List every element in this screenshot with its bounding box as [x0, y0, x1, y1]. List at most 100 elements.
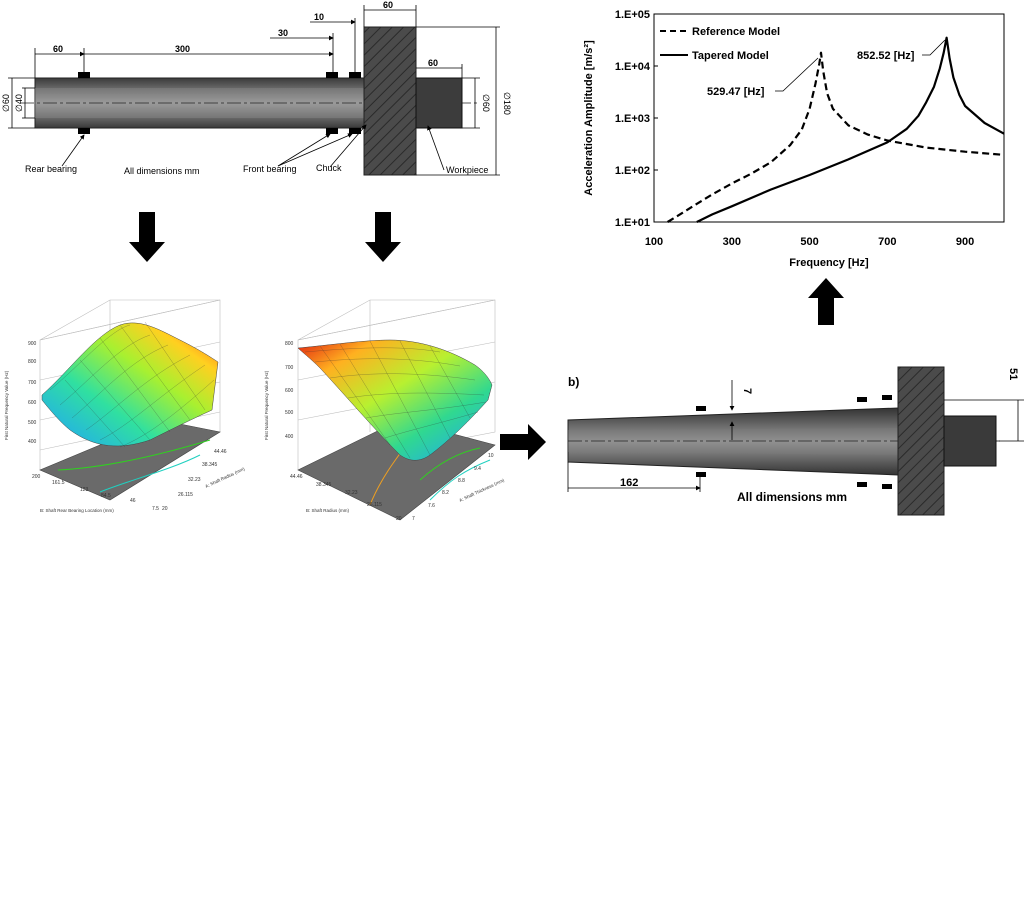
workpiece-block	[415, 77, 463, 129]
label-workpiece: Workpiece	[446, 165, 488, 175]
plot1-x-label: B: Shaft Rear Bearing Location (mm)	[40, 508, 114, 513]
x-tick-label-2: 500	[800, 236, 818, 248]
plot2-y-tick-1: 7.6	[428, 503, 435, 509]
plot2-y-tick-0: 7	[412, 516, 415, 522]
plot2-y-label: A: Shaft Thickness (mm)	[458, 477, 505, 503]
tapered-bore	[568, 428, 898, 455]
plot1-x-tick-3: 84.5	[101, 493, 111, 499]
plot2-z-tick-4: 400	[285, 434, 294, 440]
plot2-z-tick-2: 600	[285, 388, 294, 394]
chart-plot-area	[653, 13, 1005, 223]
plot2-y-tick-3: 8.8	[458, 478, 465, 484]
y-tick-label-1: 1.E+02	[615, 165, 650, 177]
plot2-x-label: B: Shaft Radius (mm)	[306, 508, 350, 513]
taper-front-bearing-top-1	[857, 397, 867, 402]
legend-label-reference: Reference Model	[692, 26, 780, 38]
plot1-x-tick-0: 200	[32, 474, 41, 480]
dia-180: ∅180	[502, 92, 512, 115]
label-front-bearing: Front bearing	[243, 164, 297, 174]
dim-30: 30	[278, 28, 288, 38]
taper-front-bearing-bottom-1	[857, 482, 867, 487]
frequency-response-chart: 1.E+01 1.E+02 1.E+03 1.E+04 1.E+05 100 300 500 7…	[583, 9, 1005, 269]
plot1-y-label: A: Shaft Radius (mm)	[204, 466, 246, 489]
plot1-z-tick-5: 400	[28, 439, 37, 445]
label-chuck: Chuck	[316, 163, 342, 173]
annotation-852: 852.52 [Hz]	[857, 50, 915, 62]
dim-51: 51	[1007, 368, 1019, 380]
y-tick-label-0: 1.E+01	[615, 217, 650, 229]
plot2-z-label: First Natural Frequency Value (Hz)	[264, 370, 269, 440]
plot1-y-tick-4: 44.46	[214, 449, 227, 455]
dia-40: ∅40	[14, 94, 24, 112]
plot2-z-tick-3: 500	[285, 410, 294, 416]
taper-rear-bearing-top	[696, 406, 706, 411]
plot1-z-tick-4: 500	[28, 420, 37, 426]
plot1-z-label: First Natural Frequency Value (Hz)	[4, 370, 9, 440]
x-tick-label-0: 100	[645, 236, 663, 248]
annotation-529: 529.47 [Hz]	[707, 86, 765, 98]
plot1-surface	[41, 322, 219, 447]
surface-plot-1: 900 800 700 600 500 400 200 161.5 123 84…	[4, 299, 246, 513]
dia-60-right: ∅60	[481, 94, 491, 112]
plot2-y-tick-5: 10	[488, 453, 494, 459]
plot1-x-tick-1: 161.5	[52, 480, 65, 486]
chuck-block	[363, 26, 417, 176]
front-bearing-bottom-1	[326, 128, 338, 134]
chart-y-label: Acceleration Amplitude [m/s²]	[583, 40, 595, 196]
tapered-workpiece	[943, 415, 997, 467]
annotation-leader-2	[922, 39, 946, 56]
plot1-x-tick-5: 7.5	[152, 506, 159, 512]
plot2-floor	[297, 419, 496, 521]
dim-7: 7	[741, 388, 753, 394]
x-tick-label-1: 300	[723, 236, 741, 248]
y-tick-label-4: 1.E+05	[615, 9, 650, 21]
dim-162: 162	[620, 477, 638, 489]
dia-60-left: ∅60	[1, 94, 11, 112]
plot1-z-tick-3: 600	[28, 400, 37, 406]
dim-300: 300	[175, 44, 190, 54]
x-tick-label-4: 900	[956, 236, 974, 248]
down-arrow-left	[129, 212, 165, 262]
chart-x-label: Frequency [Hz]	[789, 257, 869, 269]
top-drawing: 60 300 30 10 60 60 ∅60 ∅40 ∅60 ∅180 Rear…	[1, 0, 512, 176]
label-all-dimensions-top: All dimensions mm	[124, 166, 200, 176]
taper-front-bearing-top-2	[882, 395, 892, 400]
plot2-x-tick-1: 38.345	[316, 482, 332, 488]
dim-60-chuck: 60	[383, 0, 393, 10]
dim-60-workpiece: 60	[428, 58, 438, 68]
plot1-y-tick-0: 20	[162, 506, 168, 512]
plot1-y-tick-1: 26.115	[178, 492, 193, 498]
dim-10: 10	[314, 12, 324, 22]
x-tick-label-3: 700	[878, 236, 896, 248]
plot1-y-tick-3: 38.345	[202, 462, 218, 468]
plot2-x-tick-2: 32.23	[345, 490, 358, 496]
plot2-z-tick-0: 800	[285, 341, 294, 347]
down-arrow-right	[365, 212, 401, 262]
y-tick-label-3: 1.E+04	[615, 61, 651, 73]
flow-arrows	[129, 212, 844, 460]
chart-lines	[667, 36, 1005, 223]
rear-bearing-top	[78, 72, 90, 78]
plot1-x-tick-2: 123	[80, 487, 89, 493]
label-rear-bearing: Rear bearing	[25, 164, 77, 174]
chart-legend: Reference Model Tapered Model	[660, 26, 780, 62]
front-bearing-top-2	[349, 72, 361, 78]
plot1-z-tick-0: 900	[28, 341, 37, 347]
plot1-y-tick-2: 32.23	[188, 477, 201, 483]
bottom-drawing: b) 162 7 51 All dimensions mm	[567, 366, 1024, 516]
plot2-y-tick-4: 9.4	[474, 466, 481, 472]
taper-rear-bearing-bottom	[696, 472, 706, 477]
taper-front-bearing-bottom-2	[882, 484, 892, 489]
front-bearing-bottom-2	[349, 128, 361, 134]
up-arrow	[808, 278, 844, 325]
chart-ticks: 1.E+01 1.E+02 1.E+03 1.E+04 1.E+05 100 300 500 7…	[615, 9, 974, 248]
plot2-x-tick-3: 26.115	[367, 502, 382, 508]
rear-bearing-bottom	[78, 128, 90, 134]
plot1-x-tick-4: 46	[130, 498, 136, 504]
plot2-y-tick-2: 8.2	[442, 490, 449, 496]
annotation-leader-1	[775, 57, 819, 92]
series-line-tapered-model	[696, 36, 1005, 223]
surface-plot-2: 800 700 600 500 400 44.46 38.345 32.23 2…	[264, 299, 505, 522]
panel-label-b: b)	[568, 375, 579, 389]
